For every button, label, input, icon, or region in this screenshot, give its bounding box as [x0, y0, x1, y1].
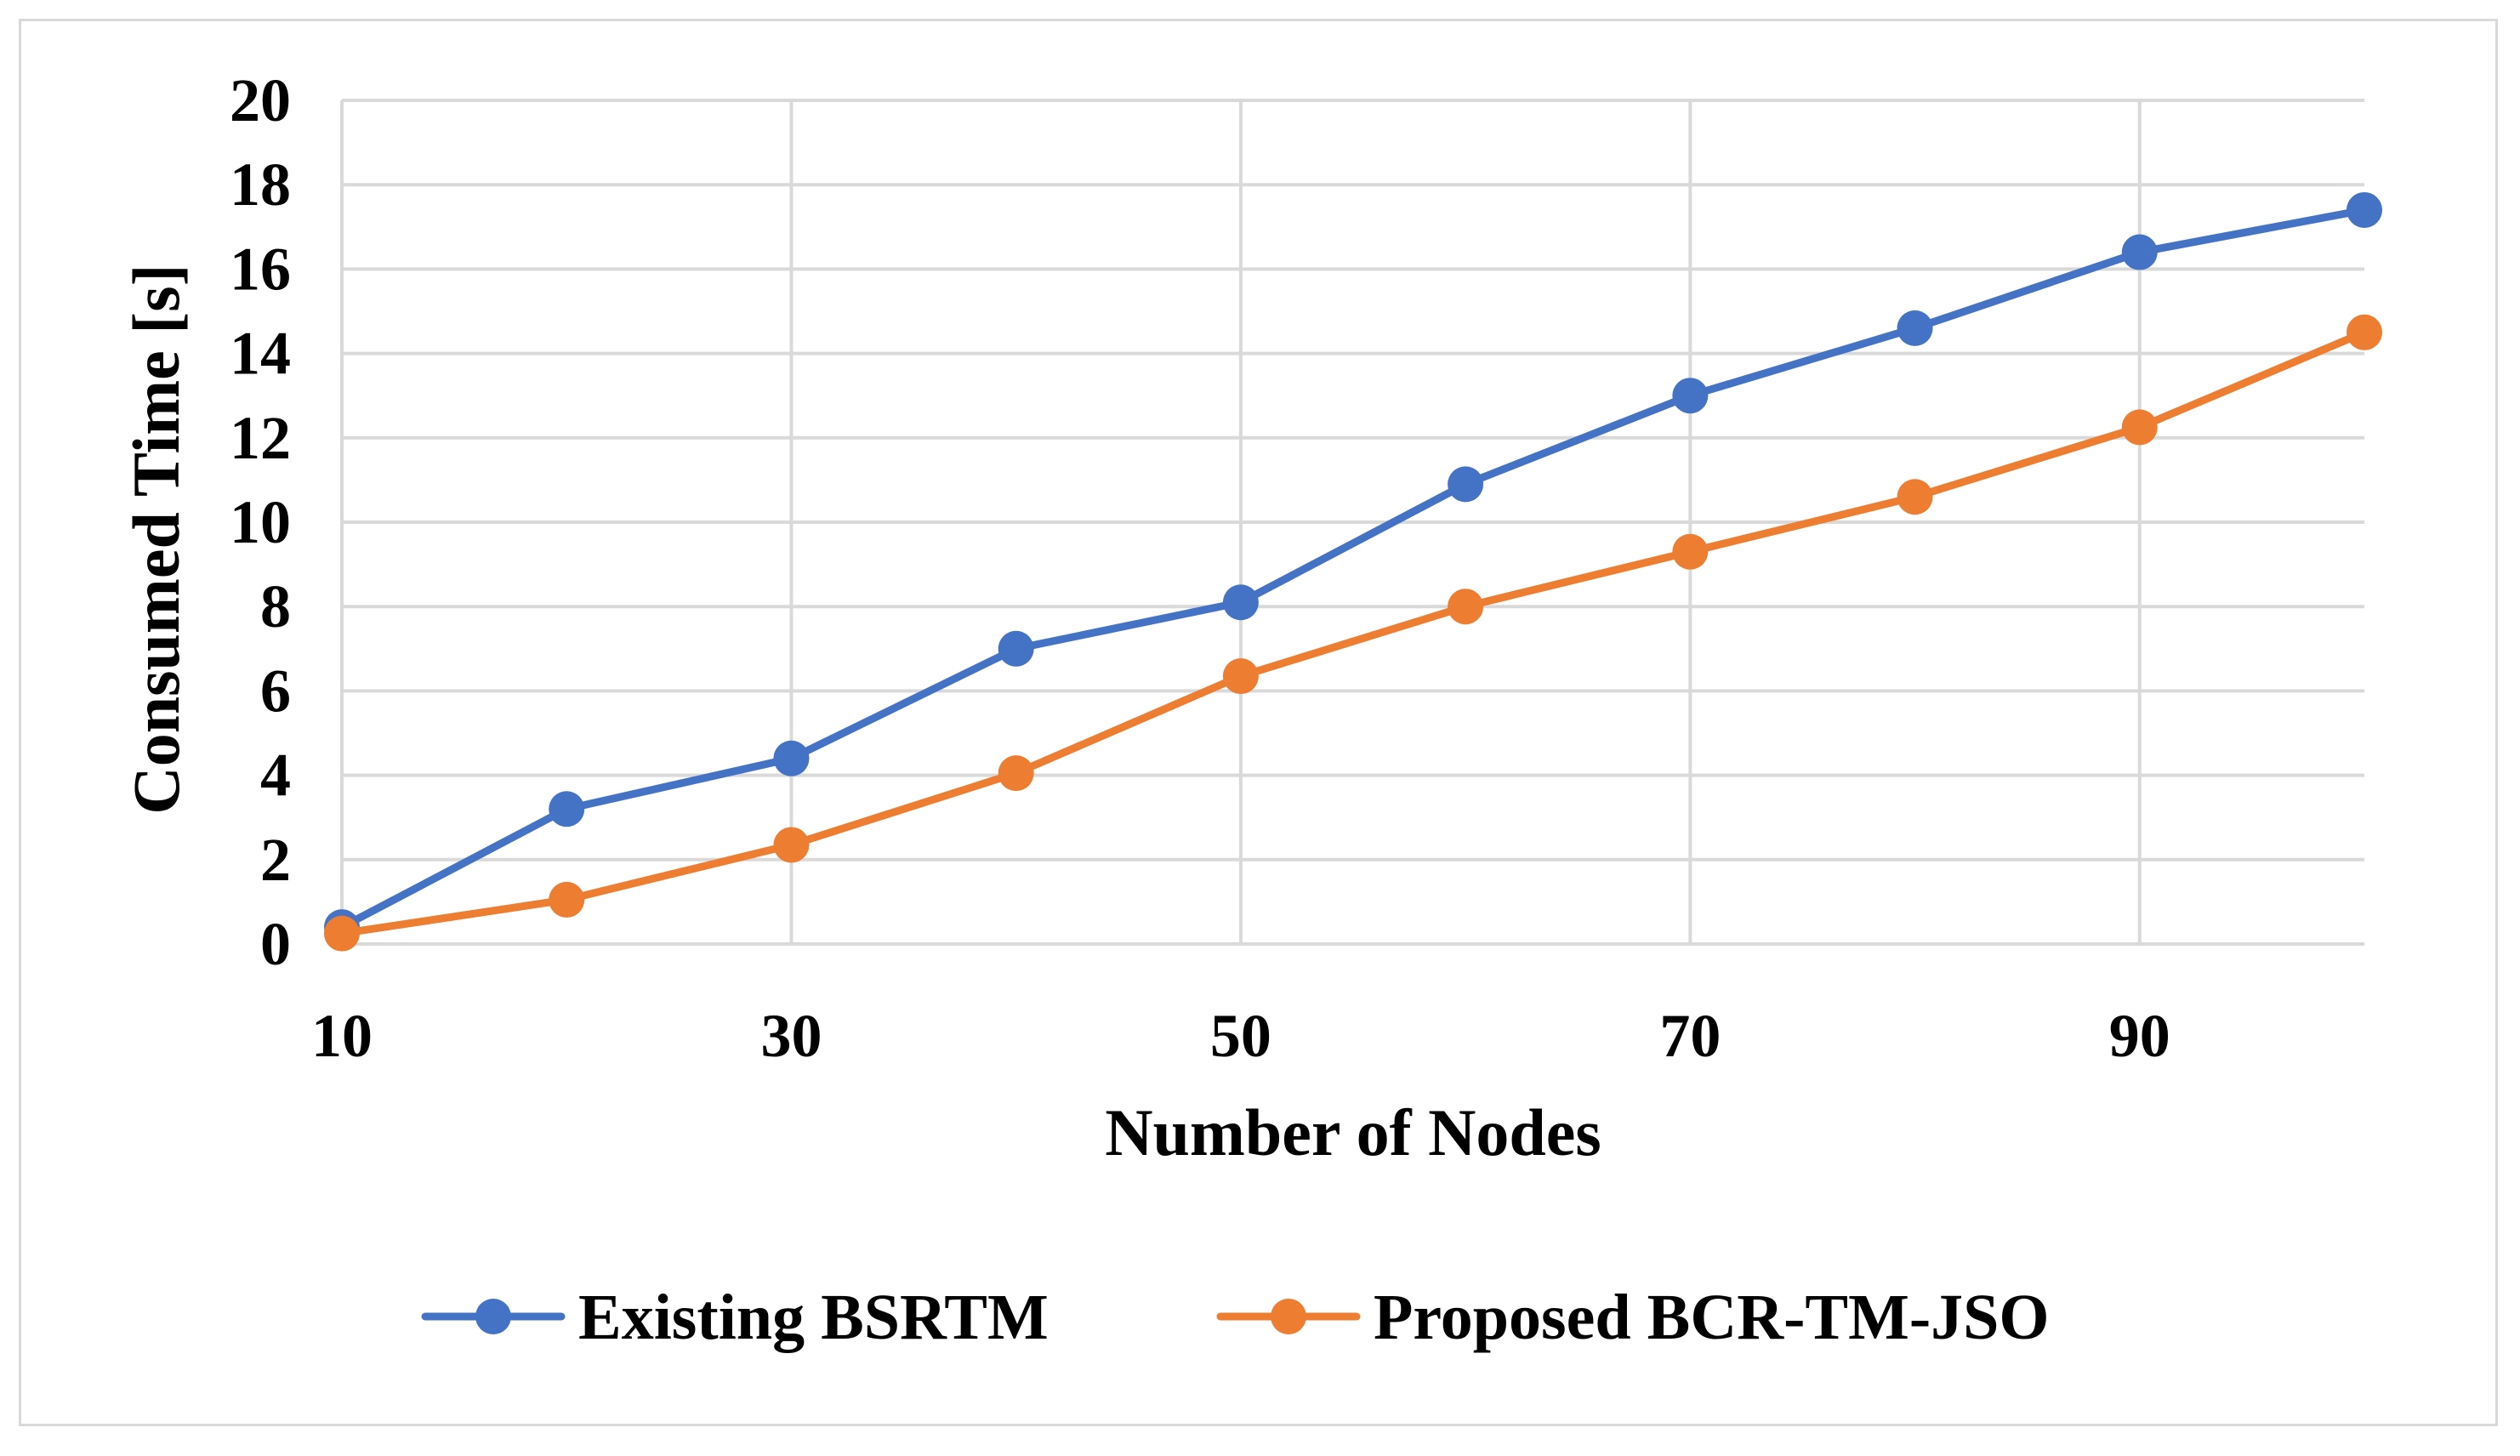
tick-labels: 0 2 4 6 8 10 12 14 16 18 20 10 30 50 70 90: [230, 66, 2170, 1070]
data-point: [1222, 658, 1259, 695]
data-point: [549, 881, 585, 918]
y-tick-label: 2: [260, 826, 291, 894]
data-point: [998, 630, 1034, 667]
data-point: [1672, 378, 1709, 414]
chart-frame: [19, 19, 2498, 1426]
x-axis-title: Number of Nodes: [1105, 1095, 1601, 1169]
series-line: [338, 328, 2369, 938]
data-point: [1897, 479, 1933, 515]
data-point: [1448, 589, 1484, 625]
x-tick-label: 10: [311, 1002, 373, 1070]
y-tick-label: 0: [260, 910, 291, 978]
y-tick-label: 20: [230, 66, 291, 134]
data-point: [1672, 533, 1709, 570]
legend-marker: [475, 1299, 511, 1334]
x-tick-label: 30: [760, 1002, 822, 1070]
legend-marker: [1271, 1299, 1306, 1334]
legend-item-0: Existing BSRTM: [421, 1282, 1049, 1353]
y-tick-label: 18: [230, 151, 291, 219]
y-tick-label: 12: [230, 404, 291, 472]
data-point: [549, 791, 585, 828]
data-point: [773, 740, 810, 776]
series-line: [338, 206, 2369, 931]
data-point: [2121, 409, 2158, 446]
data-point: [998, 755, 1034, 792]
data-point: [1448, 466, 1484, 503]
data-point: [773, 827, 810, 863]
y-tick-label: 4: [260, 742, 291, 810]
x-tick-label: 50: [1210, 1002, 1271, 1070]
legend-label: Existing BSRTM: [578, 1282, 1049, 1353]
data-point: [2347, 191, 2382, 228]
legend-item-1: Proposed BCR-TM-JSO: [1216, 1282, 2050, 1353]
grid-lines: [340, 99, 2364, 944]
x-tick-label: 90: [2109, 1002, 2170, 1070]
data-point: [1222, 584, 1259, 621]
series-0: [324, 191, 2382, 946]
data-point: [2347, 314, 2382, 350]
x-tick-label: 70: [1659, 1002, 1721, 1070]
data-point: [1897, 310, 1933, 346]
y-tick-label: 8: [260, 572, 291, 640]
data-point: [2121, 234, 2158, 270]
y-tick-label: 16: [230, 235, 291, 303]
y-tick-label: 14: [230, 320, 291, 388]
y-tick-label: 10: [230, 488, 291, 556]
series: [324, 191, 2382, 952]
y-axis-title: Consumed Time [s]: [119, 264, 193, 814]
y-tick-label: 6: [260, 657, 291, 725]
legend-label: Proposed BCR-TM-JSO: [1374, 1282, 2050, 1353]
series-1: [324, 314, 2382, 952]
legend: Existing BSRTM Proposed BCR-TM-JSO: [421, 1282, 2050, 1353]
data-point: [324, 915, 360, 952]
